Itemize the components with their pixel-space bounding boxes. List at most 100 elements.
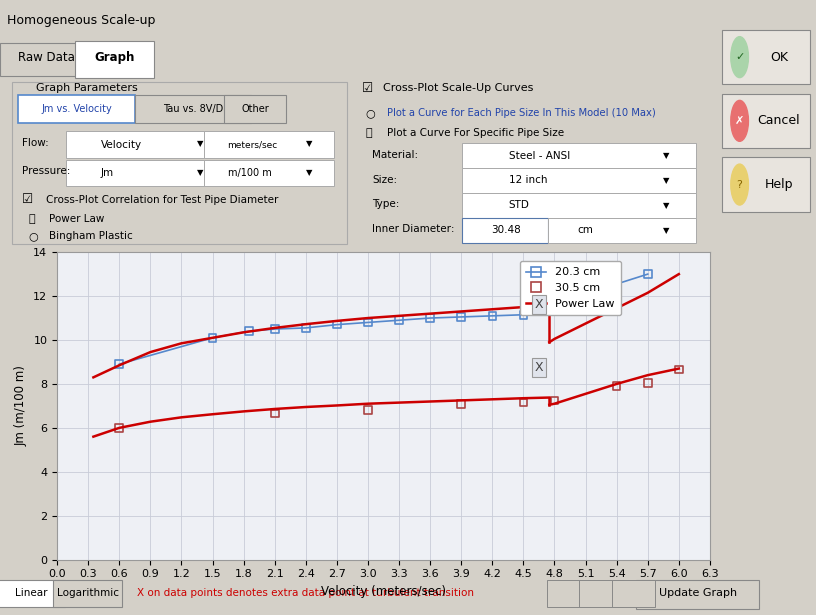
Point: [330, 320, 344, 330]
Text: Bingham Plastic: Bingham Plastic: [49, 231, 133, 241]
Text: Velocity: Velocity: [100, 140, 142, 149]
Text: X on data points denotes extra data point at turbulent transition: X on data points denotes extra data poin…: [137, 589, 474, 598]
FancyBboxPatch shape: [462, 193, 695, 218]
Text: ✗: ✗: [735, 116, 744, 126]
Text: Type:: Type:: [372, 199, 400, 210]
FancyBboxPatch shape: [75, 41, 154, 78]
FancyBboxPatch shape: [0, 43, 86, 76]
FancyBboxPatch shape: [722, 157, 810, 212]
Text: Cancel: Cancel: [757, 114, 800, 127]
Text: ○: ○: [366, 108, 375, 118]
Text: cm: cm: [577, 225, 593, 235]
FancyBboxPatch shape: [203, 160, 334, 186]
Text: meters/sec: meters/sec: [228, 140, 277, 149]
Text: OK: OK: [769, 50, 787, 63]
FancyBboxPatch shape: [0, 580, 65, 607]
Text: Jm vs. Velocity: Jm vs. Velocity: [42, 104, 112, 114]
Text: Linear: Linear: [15, 589, 47, 598]
Text: Size:: Size:: [372, 175, 397, 184]
Point: [672, 365, 685, 375]
Point: [548, 395, 561, 405]
Text: Flow:: Flow:: [22, 138, 49, 148]
Text: 12 inch: 12 inch: [509, 175, 548, 185]
Point: [113, 359, 126, 369]
Text: Pressure:: Pressure:: [22, 166, 70, 177]
Text: ?: ?: [737, 180, 743, 189]
Point: [299, 323, 313, 333]
Point: [517, 310, 530, 320]
Y-axis label: Jm (m/100 m): Jm (m/100 m): [15, 365, 28, 446]
Text: m/100 m: m/100 m: [228, 168, 271, 178]
Text: Material:: Material:: [372, 149, 419, 160]
Text: ▼: ▼: [306, 169, 313, 178]
Point: [579, 289, 592, 299]
FancyBboxPatch shape: [636, 580, 759, 609]
Point: [361, 317, 375, 327]
FancyBboxPatch shape: [547, 580, 590, 607]
Point: [486, 311, 499, 321]
FancyBboxPatch shape: [548, 218, 695, 243]
Point: [113, 423, 126, 433]
FancyBboxPatch shape: [579, 580, 623, 607]
FancyBboxPatch shape: [462, 218, 548, 243]
Text: ▼: ▼: [197, 138, 203, 148]
Text: Logarithmic: Logarithmic: [57, 589, 119, 598]
FancyBboxPatch shape: [135, 95, 251, 123]
Point: [517, 398, 530, 408]
Text: Steel - ANSI: Steel - ANSI: [509, 151, 570, 161]
Text: Raw Data: Raw Data: [18, 51, 75, 64]
FancyBboxPatch shape: [53, 580, 122, 607]
Text: Cross-Plot Scale-Up Curves: Cross-Plot Scale-Up Curves: [384, 83, 534, 93]
Point: [641, 269, 654, 279]
Text: ▼: ▼: [197, 169, 203, 178]
FancyBboxPatch shape: [66, 160, 203, 186]
Text: Inner Diameter:: Inner Diameter:: [372, 224, 455, 234]
FancyBboxPatch shape: [462, 143, 695, 168]
Text: ✓: ✓: [735, 52, 744, 62]
Circle shape: [731, 100, 748, 141]
Point: [268, 324, 282, 334]
Text: Other: Other: [241, 104, 268, 114]
Point: [455, 399, 468, 408]
Legend: 20.3 cm, 30.5 cm, Power Law: 20.3 cm, 30.5 cm, Power Law: [520, 261, 621, 315]
Point: [548, 299, 561, 309]
Point: [424, 313, 437, 323]
Text: X: X: [534, 298, 543, 311]
Point: [206, 333, 219, 343]
Text: ☑: ☑: [22, 193, 33, 206]
Text: Update Graph: Update Graph: [659, 589, 737, 598]
Point: [242, 327, 255, 336]
Text: Plot a Curve For Specific Pipe Size: Plot a Curve For Specific Pipe Size: [387, 128, 564, 138]
Text: ⦿: ⦿: [366, 128, 372, 138]
FancyBboxPatch shape: [203, 132, 334, 158]
Text: ☑: ☑: [361, 82, 373, 95]
Text: ▼: ▼: [663, 226, 670, 235]
Text: ○: ○: [29, 231, 38, 241]
Point: [361, 405, 375, 415]
FancyBboxPatch shape: [224, 95, 286, 123]
Text: Cross-Plot Correlation for Test Pipe Diameter: Cross-Plot Correlation for Test Pipe Dia…: [46, 194, 278, 205]
FancyBboxPatch shape: [722, 30, 810, 84]
Text: ▼: ▼: [306, 138, 313, 148]
Point: [268, 409, 282, 419]
Text: Plot a Curve for Each Pipe Size In This Model (10 Max): Plot a Curve for Each Pipe Size In This …: [387, 108, 655, 118]
Text: Graph: Graph: [95, 51, 135, 64]
Circle shape: [731, 37, 748, 77]
Text: Help: Help: [765, 178, 793, 191]
FancyBboxPatch shape: [19, 95, 135, 123]
Text: Power Law: Power Law: [49, 215, 104, 224]
FancyBboxPatch shape: [722, 93, 810, 148]
Text: Homogeneous Scale-up: Homogeneous Scale-up: [7, 14, 155, 27]
Text: ⦿: ⦿: [29, 215, 35, 224]
Text: ▼: ▼: [663, 151, 670, 160]
Circle shape: [731, 164, 748, 205]
FancyBboxPatch shape: [11, 82, 348, 244]
Point: [641, 378, 654, 388]
Point: [455, 312, 468, 322]
Text: 30.48: 30.48: [491, 225, 521, 235]
Text: Jm: Jm: [100, 168, 113, 178]
Text: STD: STD: [509, 200, 530, 210]
Text: Graph Parameters: Graph Parameters: [36, 83, 137, 93]
Text: Tau vs. 8V/D: Tau vs. 8V/D: [163, 104, 224, 114]
X-axis label: Velocity (meters/sec): Velocity (meters/sec): [321, 585, 446, 598]
